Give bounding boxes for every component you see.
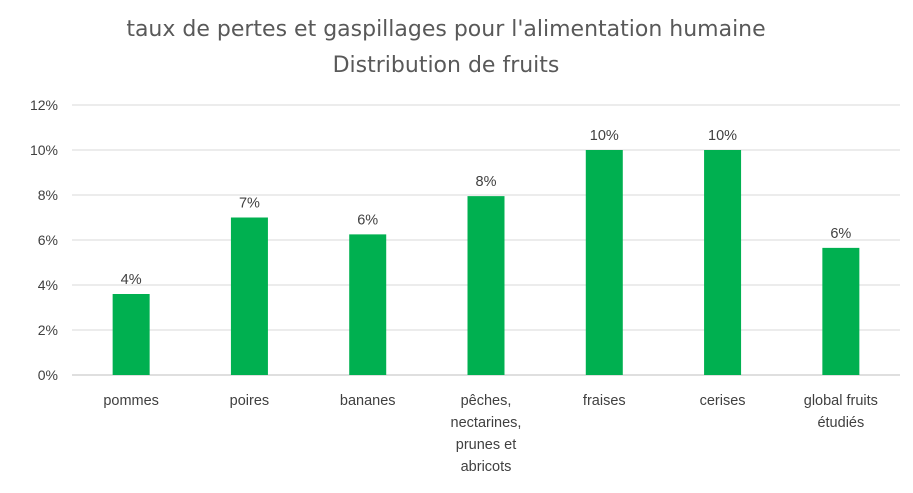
- data-label: 6%: [357, 212, 378, 228]
- category-label: cerises: [700, 393, 746, 409]
- category-label: abricots: [461, 459, 512, 475]
- category-label: pommes: [103, 393, 159, 409]
- category-label: nectarines,: [451, 415, 522, 431]
- y-tick-label: 0%: [38, 367, 58, 383]
- y-tick-label: 4%: [38, 277, 58, 293]
- bar: [704, 150, 742, 375]
- bars: [112, 150, 860, 375]
- bar: [822, 247, 860, 375]
- data-label: 6%: [830, 226, 851, 242]
- data-label: 10%: [708, 128, 737, 144]
- data-label: 10%: [590, 128, 619, 144]
- y-tick-label: 12%: [30, 97, 58, 113]
- category-label: poires: [230, 393, 270, 409]
- data-label: 4%: [121, 272, 142, 288]
- bar: [349, 234, 387, 375]
- y-tick-label: 8%: [38, 187, 58, 203]
- chart-title: taux de pertes et gaspillages pour l'ali…: [126, 17, 765, 42]
- category-label: fraises: [583, 393, 626, 409]
- bar: [585, 150, 623, 375]
- y-tick-label: 10%: [30, 142, 58, 158]
- category-label: bananes: [340, 393, 396, 409]
- bar: [230, 217, 268, 375]
- y-axis-ticks: 0% 2% 4% 6% 8% 10% 12%: [30, 97, 58, 383]
- y-tick-label: 2%: [38, 322, 58, 338]
- category-label: global fruits: [804, 393, 878, 409]
- category-label: prunes et: [456, 437, 516, 453]
- chart-subtitle: Distribution de fruits: [333, 53, 560, 78]
- data-labels: 4% 7% 6% 8% 10% 10% 6%: [121, 128, 852, 288]
- category-label: étudiés: [817, 415, 864, 431]
- y-tick-label: 6%: [38, 232, 58, 248]
- bar: [467, 196, 505, 375]
- x-axis-categories: pommes poires bananes pêches, nectarines, pru…: [103, 393, 878, 475]
- category-label: pêches,: [461, 393, 512, 409]
- data-label: 7%: [239, 196, 260, 212]
- data-label: 8%: [476, 174, 497, 190]
- bar: [112, 294, 150, 375]
